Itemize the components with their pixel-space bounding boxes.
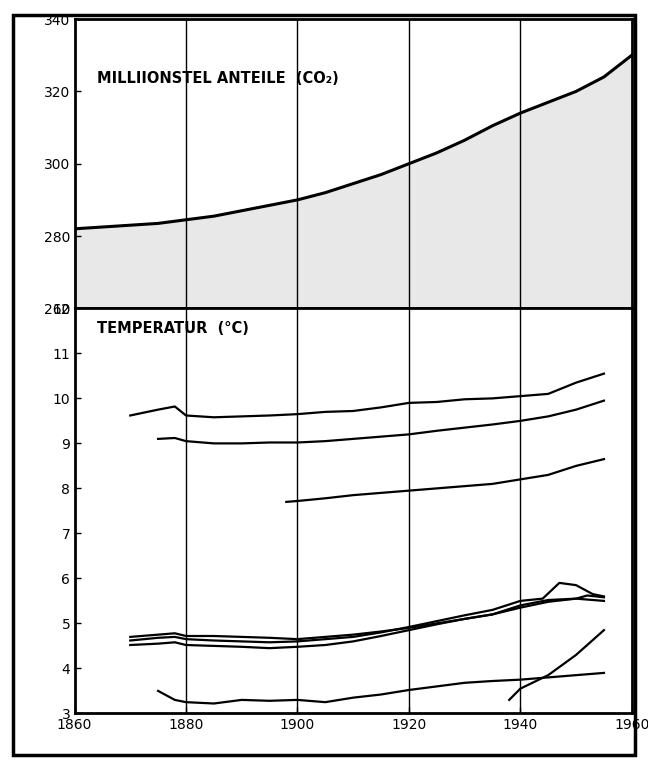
- Text: TEMPERATUR  (°C): TEMPERATUR (°C): [97, 320, 249, 336]
- Text: MILLIIONSTEL ANTEILE  (CO₂): MILLIIONSTEL ANTEILE (CO₂): [97, 71, 338, 86]
